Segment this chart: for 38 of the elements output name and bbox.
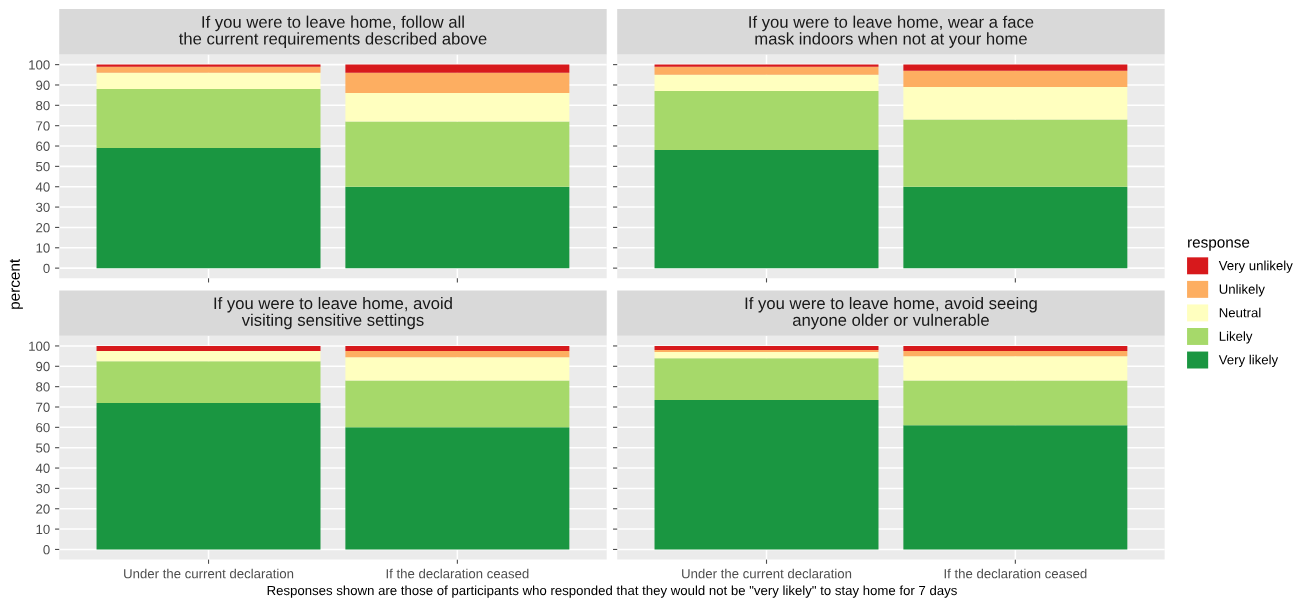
y-tick-label: 60 bbox=[36, 141, 50, 151]
y-tick-label: 40 bbox=[35, 463, 50, 473]
legend-label: Very likely bbox=[1218, 354, 1279, 368]
legend-label: Likely bbox=[1219, 331, 1253, 344]
x-tick-label: Under the current declaration bbox=[682, 568, 852, 579]
y-tick-label: 80 bbox=[36, 382, 50, 392]
chart-title: If you were to leave home, avoid visiting sensitive settings bbox=[214, 296, 452, 330]
y-tick-label: 100 bbox=[29, 341, 50, 351]
y-tick-label: 90 bbox=[36, 80, 50, 90]
y-axis-title: percent bbox=[9, 258, 23, 309]
y-tick-label: 50 bbox=[36, 161, 50, 172]
y-tick-label: 0 bbox=[43, 545, 50, 555]
y-tick-label: 70 bbox=[36, 121, 50, 131]
y-tick-label: 40 bbox=[35, 182, 50, 192]
chart-title: If you were to leave home, avoid seeing anyone older or vulnerable bbox=[745, 296, 1037, 330]
legend-label: Unlikely bbox=[1219, 284, 1265, 297]
y-tick-label: 0 bbox=[43, 263, 50, 274]
legend-title: response bbox=[1188, 239, 1250, 251]
y-tick-label: 10 bbox=[36, 243, 50, 253]
y-tick-label: 20 bbox=[36, 504, 50, 514]
y-tick-label: 60 bbox=[36, 422, 50, 433]
text: Responses shown are those of participants who responded that they would not be "very likely" to stay home for 7 days bbox=[267, 585, 957, 598]
y-tick-label: 30 bbox=[36, 202, 50, 212]
y-tick-label: 90 bbox=[36, 361, 50, 372]
legend-label: Very unlikely bbox=[1218, 260, 1293, 273]
legend-label: Neutral bbox=[1219, 307, 1261, 318]
y-tick-label: 10 bbox=[36, 524, 50, 535]
y-tick-label: 100 bbox=[29, 60, 50, 70]
x-tick-label: If the declaration ceased bbox=[944, 568, 1087, 579]
x-tick-label: If the declaration ceased bbox=[386, 568, 529, 579]
y-tick-label: 80 bbox=[36, 100, 50, 111]
y-tick-label: 70 bbox=[36, 402, 50, 412]
y-tick-label: 20 bbox=[36, 222, 50, 233]
chart-title: If you were to leave home, follow all the current requirements described above bbox=[178, 15, 487, 48]
y-tick-label: 50 bbox=[36, 443, 50, 453]
chart-title: If you were to leave home, wear a face mask indoors when not at your home bbox=[749, 15, 1034, 48]
x-tick-label: Under the current declaration bbox=[124, 568, 294, 579]
y-tick-label: 30 bbox=[36, 483, 50, 494]
